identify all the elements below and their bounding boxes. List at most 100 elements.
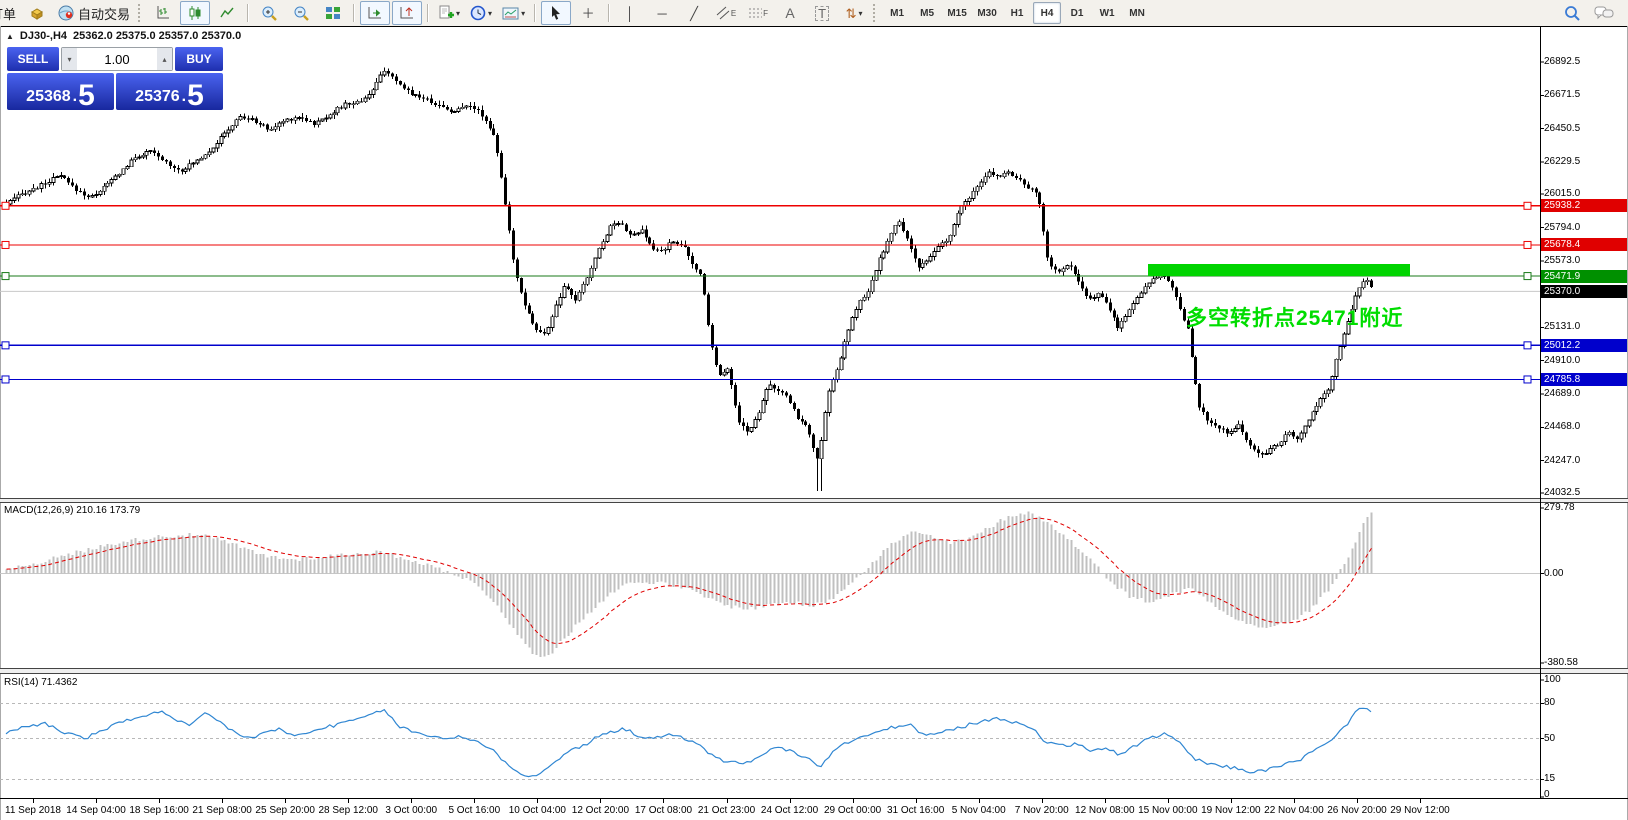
timeframe-m1[interactable]: M1 (890, 7, 905, 19)
bar-chart-button[interactable] (148, 1, 178, 25)
vertical-line-button[interactable]: │ (615, 1, 645, 25)
tile-windows-button[interactable] (318, 1, 348, 25)
dropdown-icon[interactable]: ▾ (488, 8, 493, 18)
volume-input[interactable] (77, 48, 157, 70)
buy-price-button[interactable]: 25376. 5 (116, 73, 223, 110)
search-button[interactable] (1557, 1, 1587, 25)
text-label-button[interactable]: T (807, 1, 837, 25)
auto-trading-button[interactable]: 自动交易 (54, 1, 134, 25)
indicators-button[interactable]: ▾ (434, 1, 464, 25)
time-axis-label: 29 Oct 00:00 (823, 805, 882, 816)
price-line-label[interactable]: 25012.2 (1541, 338, 1627, 352)
collapse-icon[interactable]: ▲ (6, 31, 14, 41)
price-tick-label: 26229.5 (1544, 155, 1581, 167)
time-axis-label: 12 Nov 08:00 (1075, 805, 1135, 816)
text-label-icon: T (815, 5, 830, 21)
zoom-in-icon (262, 6, 277, 21)
text-icon: A (785, 5, 795, 21)
horizontal-line-button[interactable]: ─ (647, 1, 677, 25)
rsi-axis-label: 80 (1544, 697, 1556, 709)
time-axis-label: 25 Sep 20:00 (255, 805, 315, 816)
dropdown-icon[interactable]: ▾ (521, 8, 526, 18)
price-tick-label: 24689.0 (1544, 388, 1581, 400)
equidistant-channel-button[interactable]: E (711, 1, 741, 25)
sell-price-main: 25368 (26, 88, 71, 105)
sell-button[interactable]: SELL (7, 47, 59, 71)
price-line-label[interactable]: 25678.4 (1541, 238, 1627, 252)
fibonacci-button[interactable]: F (743, 1, 773, 25)
toolbar-separator (427, 4, 430, 22)
annotation-text[interactable]: 多空转折点25471附近 (1186, 307, 1404, 330)
timeframe-m30[interactable]: M30 (977, 7, 997, 19)
timeframe-m15[interactable]: M15 (947, 7, 967, 19)
volume-control: ▾ ▴ (61, 47, 173, 71)
time-axis-label: 12 Oct 20:00 (571, 805, 630, 816)
text-button[interactable]: A (775, 1, 805, 25)
candlestick-button[interactable] (180, 1, 211, 25)
channel-letter: E (730, 8, 737, 18)
auto-scroll-icon (368, 7, 382, 19)
price-line-label[interactable]: 25370.0 (1541, 284, 1627, 298)
arrows-button[interactable]: ⇅ ▾ (839, 1, 869, 25)
zoom-out-button[interactable] (286, 1, 316, 25)
trendline-button[interactable]: ╱ (679, 1, 709, 25)
cube-button[interactable] (22, 1, 52, 25)
highlight-band[interactable] (1148, 264, 1410, 276)
dropdown-icon[interactable]: ▾ (858, 8, 863, 18)
timeframe-group: M1 M5 M15 M30 H1 H4 D1 W1 MN (882, 2, 1152, 24)
toolbar-separator (247, 4, 250, 22)
chat-button[interactable] (1589, 1, 1619, 25)
price-line-label[interactable]: 25471.9 (1541, 269, 1627, 283)
auto-trading-label: 自动交易 (78, 6, 131, 22)
chat-icon (1594, 6, 1614, 20)
templates-button[interactable]: ▾ (498, 1, 529, 25)
price-line-label[interactable]: 24785.8 (1541, 372, 1627, 386)
new-order-button[interactable]: 订单 (0, 1, 20, 25)
horizontal-line-icon: ─ (657, 5, 667, 21)
timeframe-w1[interactable]: W1 (1099, 7, 1115, 19)
chart-shift-button[interactable] (392, 1, 423, 25)
price-line-label[interactable]: 25938.2 (1541, 199, 1627, 213)
arrows-icon: ⇅ (845, 5, 857, 21)
time-axis-label: 5 Oct 16:00 (448, 805, 501, 816)
buy-button[interactable]: BUY (175, 47, 223, 71)
chart-canvas[interactable] (0, 26, 1628, 820)
periods-button[interactable]: ▾ (466, 1, 496, 25)
rsi-indicator-label: RSI(14) 71.4362 (4, 677, 78, 688)
time-axis-label: 17 Oct 08:00 (634, 805, 693, 816)
timeframe-mn[interactable]: MN (1129, 7, 1145, 19)
time-axis-label: 19 Nov 12:00 (1201, 805, 1261, 816)
toolbar-grip[interactable] (138, 4, 144, 22)
chart-window[interactable]: ▲ DJ30-,H4 25362.0 25375.0 25357.0 25370… (0, 26, 1628, 820)
time-axis-label: 26 Nov 20:00 (1327, 805, 1387, 816)
time-axis-label: 21 Sep 08:00 (192, 805, 252, 816)
crosshair-icon: ＋ (581, 5, 595, 21)
timeframe-m5[interactable]: M5 (920, 7, 935, 19)
timeframe-h4[interactable]: H4 (1033, 2, 1062, 24)
line-chart-button[interactable] (212, 1, 242, 25)
rsi-axis-label: 0 (1544, 789, 1550, 800)
cursor-button[interactable] (541, 1, 572, 25)
time-axis-label: 24 Oct 12:00 (760, 805, 819, 816)
toolbar-separator (353, 4, 356, 22)
timeframe-h1[interactable]: H1 (1010, 7, 1024, 19)
toolbar-grip[interactable] (873, 4, 879, 22)
cursor-icon (552, 6, 561, 20)
time-axis-label: 18 Sep 16:00 (129, 805, 189, 816)
chart-header: ▲ DJ30-,H4 25362.0 25375.0 25357.0 25370… (6, 30, 241, 42)
dropdown-icon[interactable]: ▾ (456, 8, 461, 18)
timeframe-d1[interactable]: D1 (1070, 7, 1084, 19)
sell-price-button[interactable]: 25368. 5 (7, 73, 114, 110)
auto-scroll-button[interactable] (360, 1, 391, 25)
search-icon (1564, 5, 1580, 21)
zoom-out-icon (294, 6, 309, 21)
volume-increase-button[interactable]: ▴ (157, 48, 172, 70)
macd-indicator-label: MACD(12,26,9) 210.16 173.79 (4, 505, 141, 516)
vertical-line-icon: │ (626, 5, 635, 21)
zoom-in-button[interactable] (254, 1, 284, 25)
volume-decrease-button[interactable]: ▾ (62, 48, 77, 70)
cube-icon (31, 8, 43, 20)
crosshair-button[interactable]: ＋ (573, 1, 603, 25)
time-axis-label: 7 Nov 20:00 (1014, 805, 1069, 816)
time-axis-label: 28 Sep 12:00 (318, 805, 378, 816)
